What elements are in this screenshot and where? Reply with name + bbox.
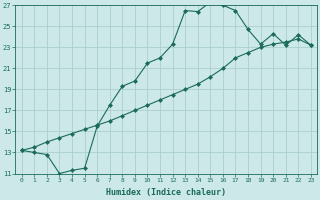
X-axis label: Humidex (Indice chaleur): Humidex (Indice chaleur) <box>106 188 226 197</box>
